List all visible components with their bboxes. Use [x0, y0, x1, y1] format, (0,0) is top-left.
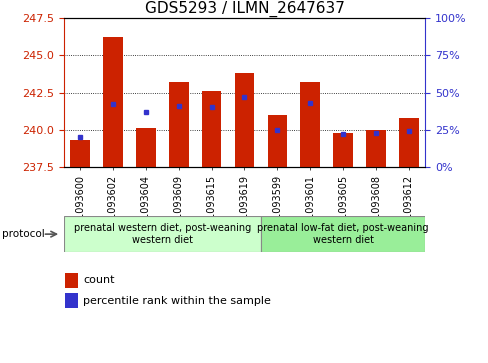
Text: prenatal western diet, post-weaning
western diet: prenatal western diet, post-weaning west…	[74, 223, 250, 245]
Text: prenatal low-fat diet, post-weaning
western diet: prenatal low-fat diet, post-weaning west…	[257, 223, 428, 245]
Bar	[234, 73, 254, 167]
Bar	[261, 216, 425, 252]
Bar	[70, 140, 90, 167]
Title: GDS5293 / ILMN_2647637: GDS5293 / ILMN_2647637	[144, 1, 344, 17]
Bar	[65, 293, 78, 308]
Text: count: count	[83, 275, 115, 285]
Bar	[267, 115, 286, 167]
Text: percentile rank within the sample: percentile rank within the sample	[83, 295, 271, 306]
Bar	[398, 118, 418, 167]
Text: protocol: protocol	[2, 229, 45, 239]
Bar	[168, 82, 188, 167]
Bar	[103, 37, 122, 167]
Bar	[63, 216, 261, 252]
Bar	[65, 273, 78, 288]
Bar	[333, 133, 352, 167]
Bar	[300, 82, 320, 167]
Bar	[136, 128, 155, 167]
Bar	[366, 130, 385, 167]
Bar	[202, 91, 221, 167]
